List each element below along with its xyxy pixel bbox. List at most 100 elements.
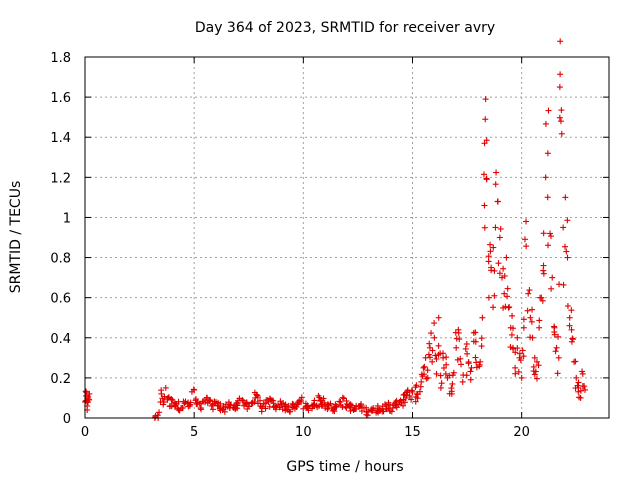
data-point — [464, 350, 471, 357]
x-tick-label: 15 — [404, 425, 421, 440]
data-point — [533, 375, 540, 382]
data-point — [435, 342, 442, 349]
data-point — [496, 270, 503, 277]
data-point — [564, 254, 571, 261]
data-point — [533, 358, 540, 365]
data-point — [545, 242, 552, 249]
axis-ticks — [84, 56, 609, 419]
data-point — [214, 402, 221, 409]
data-point — [491, 267, 498, 274]
y-tick-label: 1.4 — [50, 131, 71, 146]
data-point — [442, 370, 449, 377]
data-point — [540, 270, 547, 277]
data-point — [519, 347, 526, 354]
data-point — [339, 403, 346, 410]
y-tick-labels: 0 0.2 0.4 0.6 0.8 1 1.2 1.4 1.6 1.8 — [50, 51, 71, 427]
data-point — [364, 409, 371, 416]
data-point — [391, 400, 398, 407]
data-point — [373, 409, 380, 416]
data-point — [549, 274, 556, 281]
data-point — [425, 351, 432, 358]
data-point — [557, 71, 564, 78]
data-point — [408, 396, 415, 403]
y-tick-label: 0.4 — [50, 332, 71, 347]
data-point — [423, 375, 430, 382]
data-point — [557, 118, 564, 125]
data-point — [331, 408, 338, 415]
data-point — [504, 285, 511, 292]
data-point — [324, 406, 331, 413]
data-point — [417, 383, 424, 390]
y-tick-label: 1.8 — [50, 51, 71, 66]
data-point — [542, 120, 549, 127]
data-point — [413, 382, 420, 389]
data-point — [431, 320, 438, 327]
data-point — [500, 265, 507, 272]
data-point — [295, 400, 302, 407]
data-point — [251, 398, 258, 405]
data-point — [529, 306, 536, 313]
data-point — [435, 314, 442, 321]
data-point — [449, 372, 456, 379]
data-point — [455, 329, 462, 336]
data-point — [536, 324, 543, 331]
data-point — [476, 363, 483, 370]
data-point — [304, 403, 311, 410]
data-point — [481, 224, 488, 231]
data-point — [503, 254, 510, 261]
data-point — [467, 368, 474, 375]
data-point — [346, 403, 353, 410]
data-point — [432, 352, 439, 359]
data-point — [333, 403, 340, 410]
data-point — [332, 404, 339, 411]
data-point — [227, 402, 234, 409]
data-point — [530, 363, 537, 370]
y-tick-label: 1.6 — [50, 91, 71, 106]
data-point — [457, 361, 464, 368]
data-point — [439, 350, 446, 357]
data-point — [505, 304, 512, 311]
data-point — [424, 374, 431, 381]
data-point — [406, 392, 413, 399]
data-point — [459, 378, 466, 385]
data-point — [267, 396, 274, 403]
data-point — [491, 292, 498, 299]
data-point — [528, 318, 535, 325]
data-point — [555, 333, 562, 340]
data-point — [523, 218, 530, 225]
data-point — [460, 372, 467, 379]
data-point — [426, 344, 433, 351]
x-tick-label: 5 — [190, 425, 198, 440]
data-point — [443, 361, 450, 368]
plot-frame — [84, 56, 610, 419]
data-point — [568, 326, 575, 333]
data-point — [429, 358, 436, 365]
data-point — [463, 340, 470, 347]
data-point — [286, 408, 293, 415]
data-point — [152, 413, 159, 420]
data-point — [518, 374, 525, 381]
x-tick-label: 10 — [295, 425, 312, 440]
y-tick-label: 0.8 — [50, 252, 71, 267]
data-point — [421, 371, 428, 378]
data-point — [495, 260, 502, 267]
data-point — [82, 388, 89, 395]
data-point — [168, 403, 175, 410]
data-point — [566, 314, 573, 321]
data-point — [162, 384, 169, 391]
x-tick-labels: 0 5 10 15 20 — [81, 425, 530, 440]
data-point — [440, 365, 447, 372]
data-point — [385, 399, 392, 406]
data-point — [358, 408, 365, 415]
data-point — [428, 330, 435, 337]
data-point — [198, 406, 205, 413]
data-point — [579, 383, 586, 390]
y-axis-label: SRMTID / TECUs — [8, 181, 24, 294]
data-point — [426, 354, 433, 361]
data-point — [492, 181, 499, 188]
data-point — [490, 304, 497, 311]
data-point — [536, 317, 543, 324]
y-tick-label: 1.2 — [50, 171, 71, 186]
data-point — [478, 335, 485, 342]
data-point — [221, 408, 228, 415]
